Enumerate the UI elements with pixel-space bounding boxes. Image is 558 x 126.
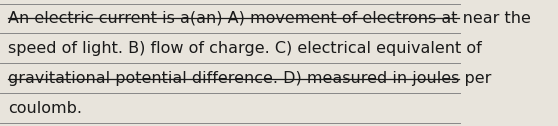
Text: An electric current is a(an) A) movement of electrons at near the: An electric current is a(an) A) movement… — [8, 11, 531, 26]
Text: coulomb.: coulomb. — [8, 101, 82, 116]
Text: gravitational potential difference. D) measured in joules per: gravitational potential difference. D) m… — [8, 71, 492, 86]
Text: speed of light. B) flow of charge. C) electrical equivalent of: speed of light. B) flow of charge. C) el… — [8, 41, 482, 56]
